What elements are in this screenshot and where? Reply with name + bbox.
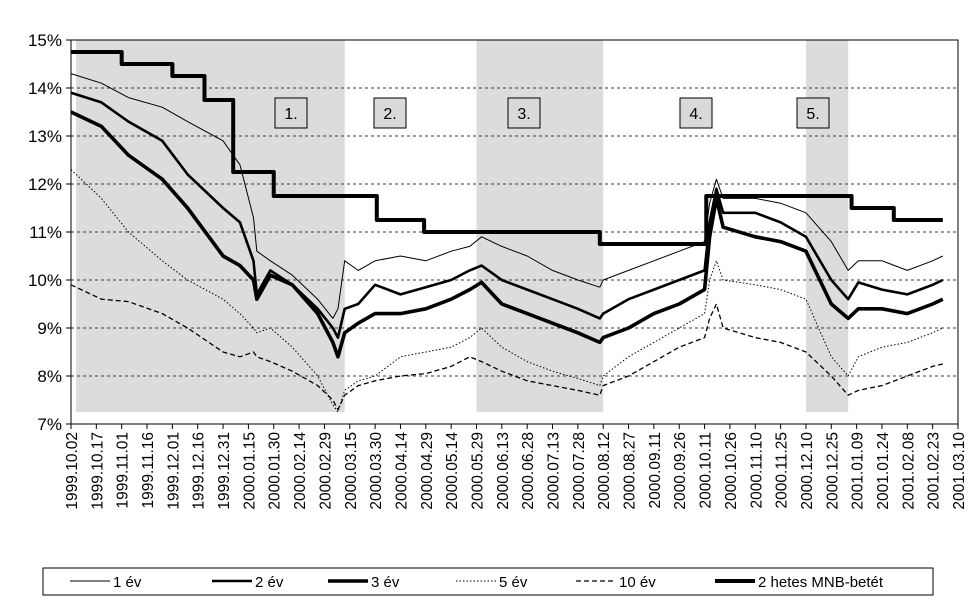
grid-lines bbox=[71, 87, 958, 377]
x-tick-label: 2000.01.15 bbox=[241, 432, 258, 510]
legend-label-3-ev: 3 év bbox=[371, 574, 400, 591]
x-tick-label: 2000.12.25 bbox=[824, 432, 841, 510]
legend-label-5-ev: 5 év bbox=[499, 574, 528, 591]
x-tick-label: 2000.12.10 bbox=[799, 432, 816, 510]
x-tick-label: 2000.02.14 bbox=[292, 432, 309, 510]
period-label-box bbox=[274, 97, 308, 129]
x-tick-label: 1999.11.01 bbox=[115, 432, 132, 508]
x-tick-label: 2000.06.13 bbox=[495, 432, 512, 510]
x-tick-label: 2000.10.11 bbox=[698, 432, 715, 508]
legend-label-2-hetes-mnb-betet: 2 hetes MNB-betét bbox=[758, 574, 884, 591]
x-tick-label: 2001.01.09 bbox=[850, 432, 867, 510]
x-tick-label: 2000.09.26 bbox=[672, 432, 689, 510]
x-tick-label: 2000.07.13 bbox=[546, 432, 563, 510]
x-tick-label: 2000.05.14 bbox=[444, 432, 461, 510]
x-tick-label: 2000.03.15 bbox=[343, 432, 360, 510]
period-label-2: 2. bbox=[383, 106, 396, 123]
legend-label-10-ev: 10 év bbox=[619, 574, 656, 591]
y-tick-label: 10% bbox=[28, 271, 62, 290]
period-label-3: 3. bbox=[517, 106, 530, 123]
x-tick-label: 2000.10.26 bbox=[723, 432, 740, 510]
x-tick-label: 2001.03.10 bbox=[951, 432, 968, 510]
x-tick-label: 2001.01.24 bbox=[875, 432, 892, 510]
period-label-5: 5. bbox=[806, 106, 819, 123]
x-tick-label: 2000.04.14 bbox=[393, 432, 410, 510]
x-tick-label: 1999.12.16 bbox=[191, 432, 208, 510]
series-lines bbox=[70, 50, 944, 413]
legend-label-2-ev: 2 év bbox=[255, 574, 284, 591]
x-tick-label: 1999.12.01 bbox=[165, 432, 182, 510]
period-band-3 bbox=[476, 40, 604, 412]
x-tick-label: 2000.09.11 bbox=[647, 432, 664, 508]
y-tick-label: 8% bbox=[37, 367, 62, 386]
x-tick-label: 2000.01.30 bbox=[267, 432, 284, 510]
x-tick-label: 2000.08.12 bbox=[596, 432, 613, 510]
period-label-box bbox=[796, 97, 830, 129]
legend: 1 év 2 év 3 év 5 év 10 év 2 hetes MNB-betét bbox=[42, 567, 934, 596]
period-label-box bbox=[507, 97, 541, 129]
y-tick-label: 12% bbox=[28, 175, 62, 194]
x-axis-ticks: 1999.10.02 1999.10.17 1999.11.01 1999.11.16… bbox=[64, 424, 968, 510]
x-tick-label: 2000.11.25 bbox=[774, 432, 791, 508]
period-band-1 bbox=[76, 40, 345, 412]
x-tick-label: 2000.11.10 bbox=[748, 432, 765, 509]
x-tick-label: 1999.11.16 bbox=[140, 432, 157, 508]
x-tick-label: 2000.04.29 bbox=[419, 432, 436, 510]
series-line-1-ev bbox=[70, 73, 944, 319]
period-label-box bbox=[679, 97, 713, 129]
x-tick-label: 1999.12.31 bbox=[216, 432, 233, 510]
x-tick-label: 2001.02.08 bbox=[900, 432, 917, 510]
series-line-2-ev bbox=[70, 91, 944, 339]
x-tick-label: 1999.10.17 bbox=[89, 432, 106, 510]
y-axis-ticks: 7% 8% 9% 10% 11% 12% 13% 14% 15% bbox=[28, 31, 71, 434]
y-tick-label: 13% bbox=[28, 127, 62, 146]
x-tick-label: 1999.10.02 bbox=[64, 432, 81, 510]
period-label-1: 1. bbox=[284, 106, 297, 123]
y-tick-label: 9% bbox=[37, 319, 62, 338]
y-tick-label: 14% bbox=[28, 79, 62, 98]
series-line-2-hetes-mnb-betet bbox=[71, 50, 943, 246]
x-tick-label: 2000.07.28 bbox=[571, 432, 588, 510]
legend-label-1-ev: 1 év bbox=[113, 574, 142, 591]
y-tick-label: 15% bbox=[28, 31, 62, 50]
period-labels: 1. 2. 3. 4. 5. bbox=[274, 97, 830, 129]
x-tick-label: 2000.02.29 bbox=[317, 432, 334, 510]
x-tick-label: 2000.08.27 bbox=[622, 432, 639, 510]
series-line-3-ev bbox=[70, 110, 944, 359]
series-line-10-ev bbox=[70, 284, 943, 411]
y-tick-label: 11% bbox=[29, 223, 62, 242]
series-line-5-ev bbox=[70, 169, 944, 413]
x-tick-label: 2000.03.30 bbox=[368, 432, 385, 510]
period-label-4: 4. bbox=[689, 106, 702, 123]
period-label-box bbox=[373, 97, 407, 129]
period-band-5 bbox=[805, 40, 849, 412]
x-tick-label: 2001.02.23 bbox=[926, 432, 943, 510]
y-tick-label: 7% bbox=[37, 415, 62, 434]
x-tick-label: 2000.05.29 bbox=[469, 432, 486, 510]
x-tick-label: 2000.06.28 bbox=[520, 432, 537, 510]
